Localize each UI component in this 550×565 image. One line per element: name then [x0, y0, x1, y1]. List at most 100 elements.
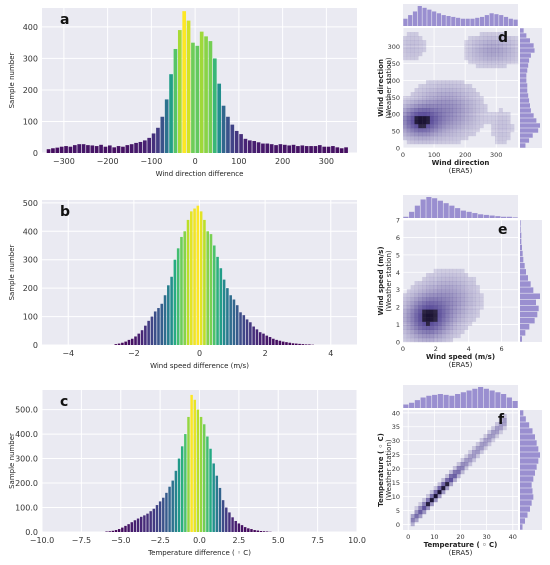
density-cell: [441, 88, 446, 93]
density-cell: [510, 48, 515, 53]
density-cell: [437, 289, 442, 294]
density-cell: [426, 104, 431, 109]
density-cell: [491, 434, 496, 439]
density-cell: [403, 293, 408, 298]
marginal-x-bar: [506, 216, 512, 218]
bar: [221, 500, 225, 532]
density-cell: [414, 506, 419, 511]
density-cell: [506, 60, 511, 65]
density-cell: [437, 293, 442, 298]
density-cell: [437, 297, 442, 302]
marginal-x-bar: [470, 18, 475, 26]
density-cell: [464, 293, 469, 298]
marginal-x-bar: [443, 394, 449, 408]
marginal-y-bar: [520, 73, 527, 78]
density-cell: [468, 289, 473, 294]
panel-c: 0.0 100.0 200.0 300.0 400.0 500.0 −10.0 −7.5 −5.…: [8, 390, 366, 557]
density-cell: [495, 140, 500, 145]
y-tick-label: 7: [396, 217, 400, 225]
y-tick-label: 200: [388, 77, 400, 85]
x-tick-label: 40: [509, 533, 517, 541]
density-cell: [429, 325, 434, 330]
bar: [151, 133, 156, 153]
bar: [158, 501, 162, 532]
density-cell: [506, 48, 511, 53]
density-cell: [441, 305, 446, 310]
bar: [203, 219, 206, 345]
density-cell: [437, 333, 442, 339]
density-cell: [472, 446, 477, 451]
density-cell: [437, 80, 442, 85]
marginal-y-bar: [520, 78, 527, 83]
marginal-y-bar: [520, 410, 524, 416]
density-cell: [452, 317, 457, 322]
marginal-x-bar: [449, 395, 455, 408]
density-cell: [410, 100, 415, 105]
density-cell: [460, 88, 465, 93]
density-cell: [429, 293, 434, 298]
density-cell: [429, 305, 434, 310]
density-cell: [464, 104, 469, 109]
density-cell: [483, 108, 488, 113]
density-cell: [437, 482, 442, 487]
density-cell: [433, 276, 438, 282]
panel-f: 0 10 20 30 40 0 5 10 15 20 25 30 35 40 Temperature ( ◦…: [377, 385, 542, 557]
density-cell: [426, 321, 431, 326]
density-cell: [418, 514, 423, 519]
density-cell: [410, 333, 415, 339]
density-cell: [483, 104, 488, 109]
density-cell: [456, 285, 461, 290]
marginal-y-bar: [520, 93, 529, 98]
marginal-y-bar: [520, 128, 539, 133]
density-cell: [487, 40, 492, 45]
density-cell: [472, 281, 477, 286]
density-cell: [445, 96, 450, 101]
bar: [232, 299, 236, 345]
bar: [180, 446, 184, 532]
density-cell: [468, 88, 473, 93]
bar: [208, 41, 213, 153]
density-cell: [422, 506, 427, 511]
panel-label: c: [60, 394, 68, 410]
density-cell: [456, 140, 461, 145]
y-tick-label: 50: [392, 128, 400, 136]
bar: [247, 140, 252, 153]
density-cell: [456, 301, 461, 306]
density-cell: [403, 116, 408, 121]
density-cell: [487, 116, 492, 121]
bar: [252, 141, 257, 153]
density-cell: [418, 293, 423, 298]
density-cell: [479, 293, 484, 298]
density-cell: [441, 96, 446, 101]
density-cell: [403, 52, 408, 57]
y-tick-label: 400: [23, 23, 38, 32]
bar: [182, 11, 187, 153]
density-cell: [487, 48, 492, 53]
density-cell: [464, 100, 469, 105]
density-cell: [464, 88, 469, 93]
density-cell: [441, 116, 446, 121]
density-cell: [414, 305, 419, 310]
density-cell: [429, 96, 434, 101]
density-cell: [452, 100, 457, 105]
density-cell: [487, 430, 492, 435]
marginal-x-bar: [417, 6, 422, 26]
density-cell: [410, 518, 415, 523]
density-cell: [403, 48, 408, 53]
density-cell: [403, 313, 408, 318]
y-tick-label: 3: [396, 286, 400, 294]
marginal-x-bar: [409, 402, 415, 408]
bar: [291, 144, 296, 153]
bar: [152, 508, 156, 532]
marginal-x-bar: [512, 401, 518, 408]
density-cell: [426, 92, 431, 97]
density-cell: [422, 84, 427, 89]
bar: [107, 145, 112, 153]
bar: [173, 259, 177, 345]
density-cell: [429, 84, 434, 89]
y-tick-label: 200: [23, 86, 38, 95]
density-cell: [406, 140, 411, 145]
density-cell: [468, 52, 473, 57]
density-cell: [437, 116, 442, 121]
density-cell: [437, 490, 442, 495]
